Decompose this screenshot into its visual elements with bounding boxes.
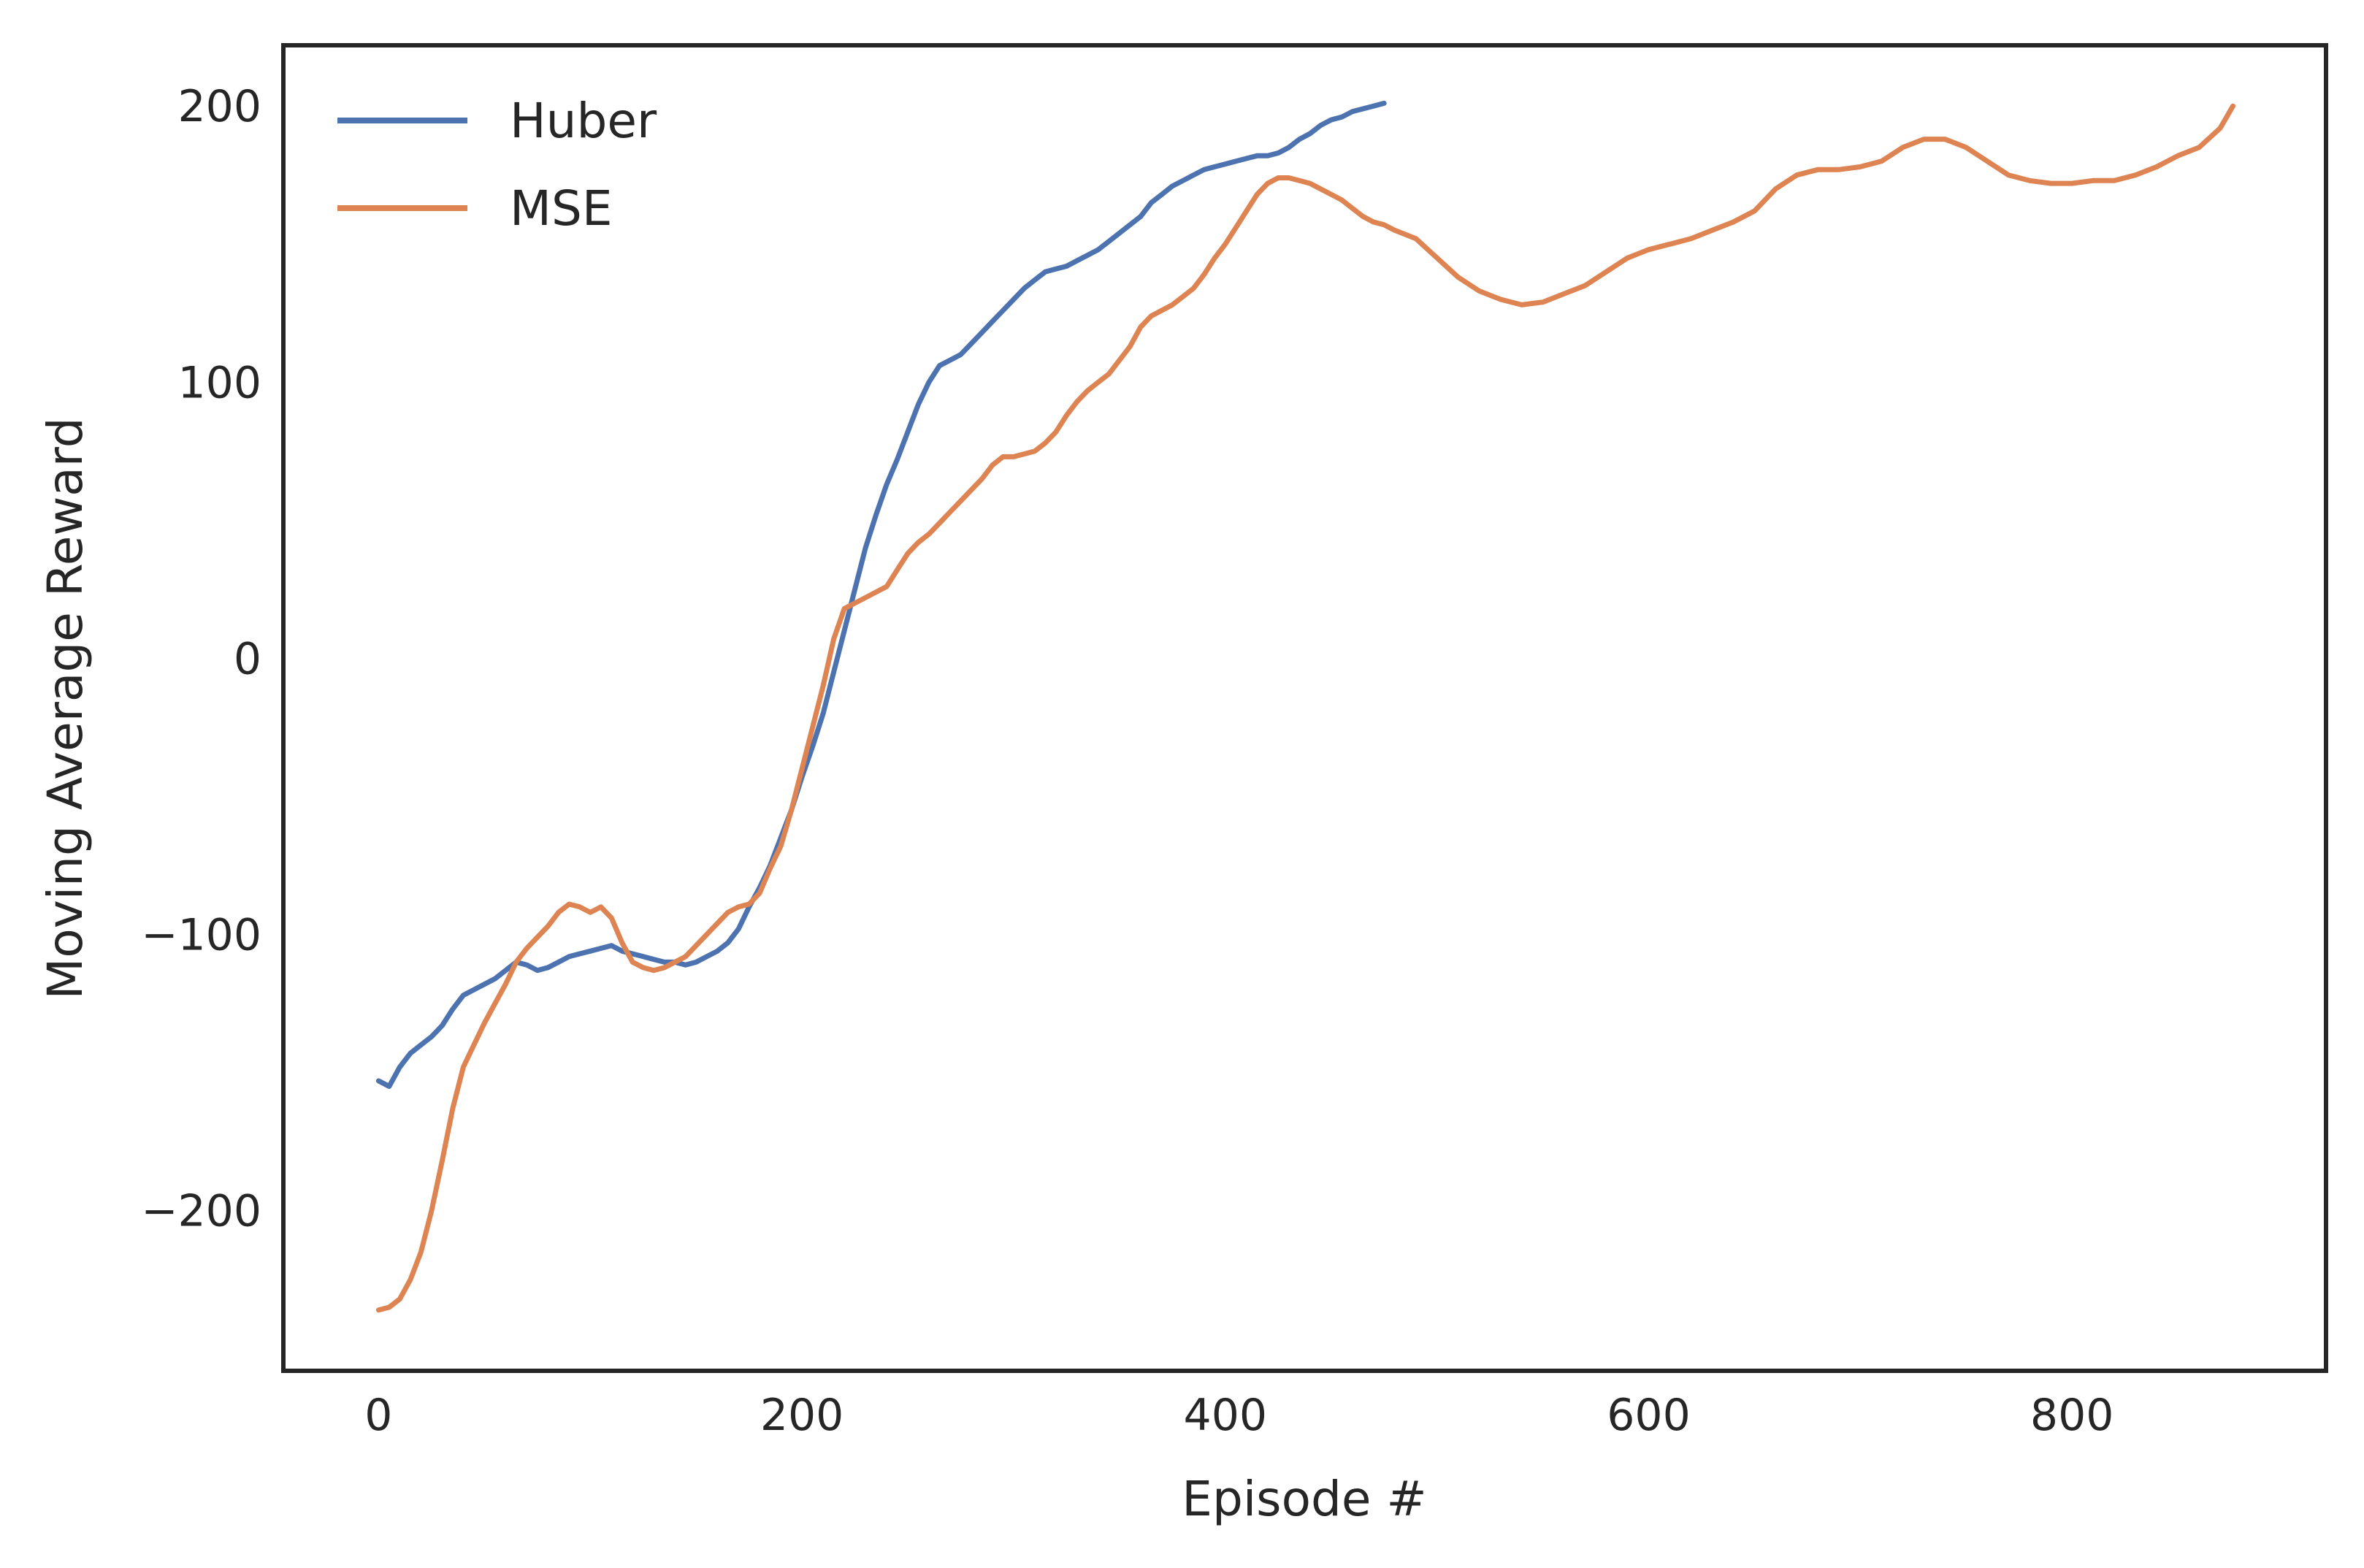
- x-tick-label: 800: [2030, 1390, 2114, 1441]
- y-tick-label: 0: [234, 633, 261, 684]
- y-tick-label: 200: [177, 81, 261, 132]
- legend-label-huber: Huber: [510, 93, 657, 149]
- x-tick-label: 400: [1184, 1390, 1268, 1441]
- plot-frame: [281, 43, 2328, 1373]
- y-tick-labels: −200 −100 0 100 200: [141, 81, 261, 1237]
- series-line-mse: [375, 103, 2235, 1313]
- x-tick-labels: 0 200 400 600 800: [364, 1390, 2114, 1441]
- y-tick-label: 100: [177, 357, 261, 408]
- series-line-huber: [375, 100, 1387, 1089]
- legend-label-mse: MSE: [510, 180, 613, 237]
- series-layer: [375, 100, 2235, 1313]
- y-tick-label: −100: [141, 910, 261, 961]
- x-tick-label: 200: [760, 1390, 844, 1441]
- x-axis-label: Episode #: [1182, 1471, 1426, 1527]
- legend: Huber MSE: [337, 93, 657, 237]
- x-tick-label: 600: [1607, 1390, 1691, 1441]
- y-axis-label: Moving Average Reward: [37, 417, 93, 999]
- x-tick-label: 0: [364, 1390, 392, 1441]
- y-tick-label: −200: [141, 1186, 261, 1237]
